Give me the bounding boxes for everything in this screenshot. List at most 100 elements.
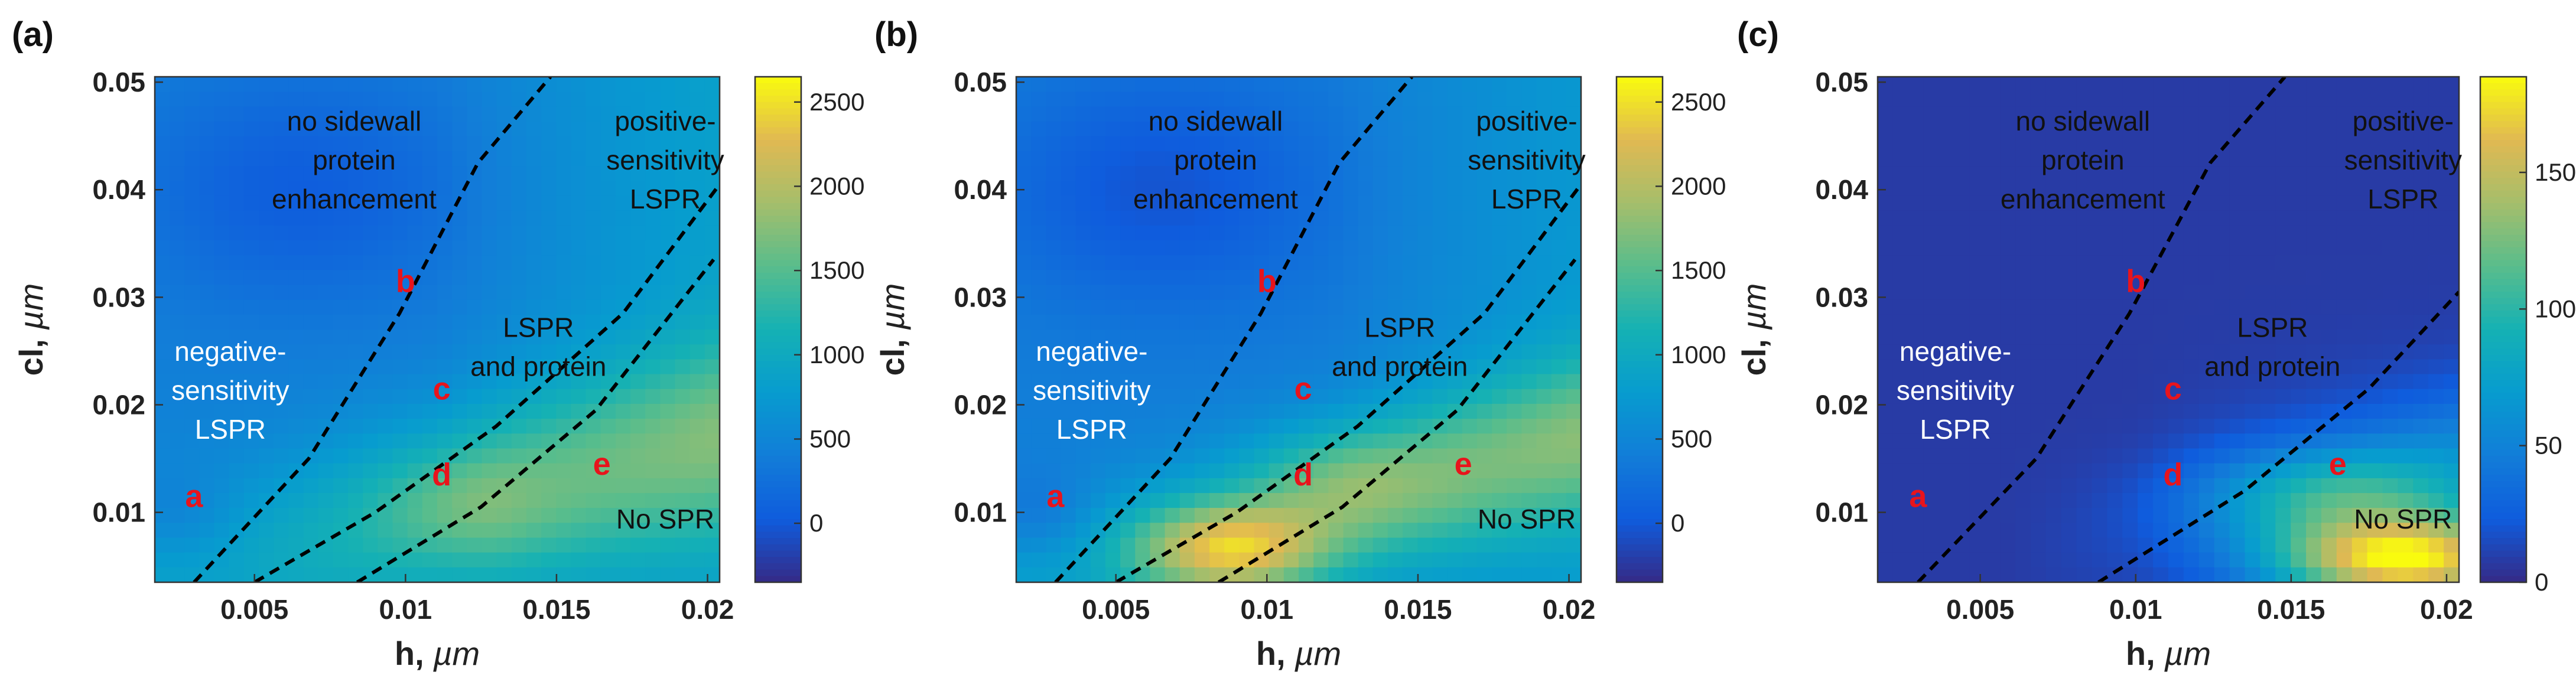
heatmap-cell — [1566, 478, 1581, 494]
heatmap-cell — [467, 285, 483, 301]
heatmap-cell — [1016, 195, 1032, 211]
heatmap-cell — [1343, 195, 1359, 211]
heatmap-cell — [2367, 166, 2383, 182]
heatmap-cell — [1432, 523, 1448, 539]
heatmap-cell — [243, 195, 259, 211]
heatmap-cell — [259, 403, 275, 419]
heatmap-cell — [2076, 77, 2093, 92]
heatmap-cell — [1150, 567, 1166, 582]
heatmap-cell — [2413, 92, 2429, 107]
heatmap-cell — [2245, 463, 2261, 479]
heatmap-cell — [1447, 389, 1463, 405]
heatmap-cell — [1075, 374, 1091, 390]
heatmap-cell — [1105, 448, 1121, 464]
heatmap-cell — [2245, 136, 2261, 152]
heatmap-cell — [2076, 567, 2093, 582]
heatmap-cell — [2214, 523, 2230, 539]
heatmap-cell — [1135, 492, 1151, 508]
heatmap-cell — [1358, 166, 1374, 182]
heatmap-cell — [1387, 240, 1403, 256]
heatmap-cell — [1551, 255, 1567, 271]
heatmap-cell — [1923, 136, 1940, 152]
colorbar-segment — [2480, 443, 2526, 451]
heatmap-cell — [1194, 285, 1210, 301]
heatmap-cell — [378, 359, 393, 375]
heatmap-cell — [2107, 255, 2123, 271]
heatmap-cell — [1313, 166, 1329, 182]
heatmap-cell — [1239, 448, 1255, 464]
heatmap-cell — [675, 523, 691, 539]
heatmap-cell — [2061, 359, 2077, 375]
heatmap-cell — [422, 106, 438, 122]
heatmap-cell — [303, 314, 319, 330]
heatmap-cell — [1447, 92, 1463, 107]
heatmap-cell — [2183, 77, 2200, 92]
heatmap-cell — [1892, 330, 1909, 345]
heatmap-cell — [704, 225, 720, 241]
colorbar-segment — [755, 500, 801, 507]
heatmap-cell — [1075, 330, 1091, 345]
colorbar-segment — [1616, 234, 1663, 242]
heatmap-cell — [1417, 299, 1433, 315]
heatmap-cell — [378, 537, 393, 553]
heatmap-cell — [600, 106, 616, 122]
colorbar-segment — [755, 525, 801, 533]
heatmap-cell — [1462, 240, 1478, 256]
heatmap-cell — [363, 330, 379, 345]
heatmap-cell — [704, 92, 720, 107]
heatmap-cell — [1954, 344, 1970, 360]
heatmap-cell — [2336, 210, 2353, 226]
heatmap-cell — [1046, 552, 1062, 568]
heatmap-cell — [2382, 448, 2399, 464]
heatmap-cell — [452, 344, 468, 360]
heatmap-cell — [2321, 121, 2337, 137]
heatmap-cell — [1551, 537, 1567, 553]
region-label: enhancement — [2001, 184, 2165, 214]
colorbar-segment — [2480, 127, 2526, 135]
heatmap-cell — [259, 537, 275, 553]
heatmap-cell — [348, 240, 364, 256]
heatmap-cell — [704, 389, 720, 405]
heatmap-cell — [1046, 403, 1062, 419]
heatmap-cell — [1878, 195, 1894, 211]
heatmap-cell — [2260, 508, 2276, 524]
heatmap-cell — [2245, 225, 2261, 241]
heatmap-cell — [2183, 136, 2200, 152]
heatmap-cell — [600, 195, 616, 211]
colorbar-segment — [2480, 373, 2526, 381]
colorbar-segment — [1616, 405, 1663, 412]
heatmap-cell — [541, 492, 557, 508]
heatmap-cell — [1179, 330, 1195, 345]
heatmap-cell — [1923, 92, 1940, 107]
heatmap-cell — [1105, 151, 1121, 167]
heatmap-cell — [2000, 433, 2016, 449]
colorbar-segment — [755, 152, 801, 159]
heatmap-cell — [2382, 419, 2399, 435]
heatmap-cell — [1061, 419, 1076, 435]
heatmap-cell — [2413, 195, 2429, 211]
heatmap-cell — [1476, 478, 1492, 494]
heatmap-cell — [2183, 106, 2200, 122]
heatmap-cell — [1120, 359, 1136, 375]
heatmap-cell — [1476, 403, 1492, 419]
heatmap-cell — [1507, 181, 1523, 197]
heatmap-cell — [1135, 299, 1151, 315]
heatmap-cell — [1476, 344, 1492, 360]
heatmap-cell — [2153, 285, 2169, 301]
heatmap-cell — [274, 195, 290, 211]
heatmap-cell — [1892, 136, 1909, 152]
heatmap-cell — [1269, 195, 1284, 211]
heatmap-cell — [1892, 255, 1909, 271]
heatmap-cell — [2351, 552, 2368, 568]
heatmap-cell — [1521, 508, 1537, 524]
heatmap-cell — [1923, 299, 1940, 315]
heatmap-cell — [526, 151, 542, 167]
heatmap-cell — [600, 567, 616, 582]
heatmap-cell — [2275, 478, 2291, 494]
heatmap-cell — [199, 285, 215, 301]
heatmap-cell — [1313, 77, 1329, 92]
heatmap-cell — [586, 448, 601, 464]
heatmap-cell — [1908, 419, 1924, 435]
heatmap-cell — [199, 419, 215, 435]
heatmap-cell — [1165, 463, 1180, 479]
